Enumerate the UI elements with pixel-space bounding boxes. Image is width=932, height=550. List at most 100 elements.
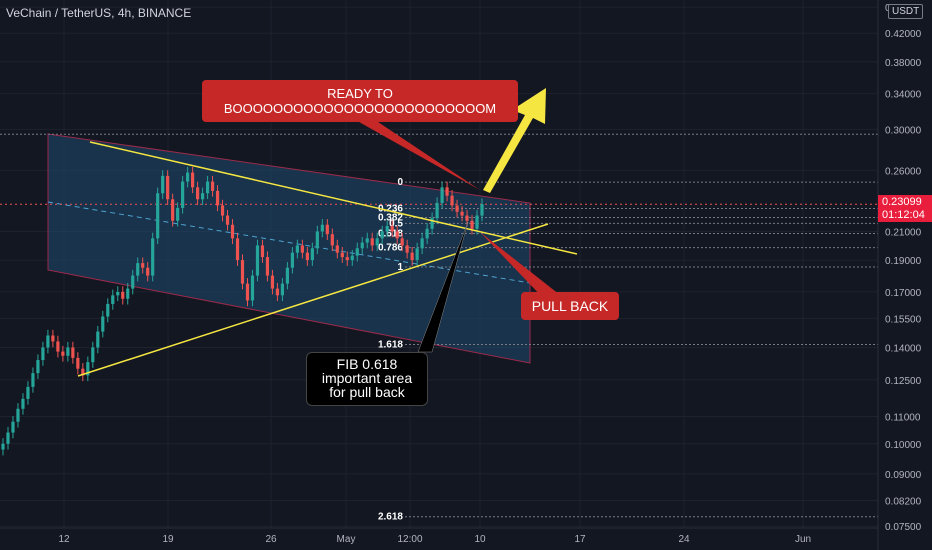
candle-body-11 — [56, 341, 60, 352]
candle-body-66 — [330, 234, 334, 246]
candle-body-12 — [61, 351, 65, 356]
candle-body-83 — [415, 248, 419, 261]
x-tick-label-4: 12:00 — [397, 534, 422, 545]
y-tick-label-9: 0.15500 — [885, 314, 922, 325]
ascending-trend-line — [77, 223, 549, 377]
candle-body-40 — [200, 193, 205, 200]
up-arrow — [483, 88, 546, 193]
candle-body-54 — [270, 275, 275, 289]
candle-body-39 — [195, 187, 200, 200]
candle-body-95 — [475, 215, 479, 229]
ready-line2: BOOOOOOOOOOOOOOOOOOOOOOOOOM — [223, 101, 497, 116]
candle-body-55 — [275, 288, 280, 296]
candle-body-82 — [410, 252, 414, 261]
candle-body-37 — [186, 172, 190, 182]
candle-body-74 — [370, 238, 374, 246]
candle-body-20 — [101, 316, 105, 332]
candle-body-0 — [1, 443, 5, 450]
candle-body-28 — [141, 263, 145, 268]
candle-body-69 — [345, 257, 349, 261]
fib-label-2: 0.382 — [378, 213, 403, 224]
candle-body-90 — [450, 195, 454, 206]
candle-body-25 — [126, 288, 130, 299]
ready-line1: READY TO — [327, 86, 393, 101]
candle-body-92 — [460, 211, 464, 216]
candle-body-80 — [400, 238, 404, 246]
trend-lines — [77, 141, 578, 377]
candle-body-4 — [21, 398, 25, 409]
annotation-arrows — [352, 88, 560, 353]
candle-body-63 — [315, 231, 319, 249]
candle-body-84 — [420, 238, 424, 249]
y-tick-label-5: 0.26000 — [885, 166, 922, 177]
descending-trend-line — [89, 141, 578, 255]
candle-body-48 — [240, 260, 245, 284]
y-tick-label-15: 0.08200 — [885, 497, 922, 508]
candle-body-14 — [71, 347, 75, 358]
y-tick-label-14: 0.09000 — [885, 470, 922, 481]
candle-body-59 — [295, 245, 299, 253]
candle-body-46 — [230, 224, 235, 239]
fib-label-6: 1 — [397, 262, 403, 273]
candle-body-87 — [435, 202, 439, 219]
candle-body-3 — [16, 408, 20, 422]
time-axis[interactable]: 12 19 26 May 12:00 10 17 24 Jun — [0, 527, 878, 545]
candle-body-16 — [81, 368, 85, 376]
current-price-tag: 0.23099 — [878, 195, 932, 209]
candle-body-43 — [215, 190, 220, 206]
x-tick-label-0: 12 — [58, 534, 70, 545]
candle-body-47 — [235, 238, 240, 261]
candle-body-89 — [445, 187, 449, 196]
candle-body-58 — [290, 252, 294, 268]
candle-body-22 — [111, 295, 115, 304]
candle-body-8 — [41, 347, 45, 361]
y-tick-label-4: 0.30000 — [885, 125, 922, 136]
candle-body-79 — [395, 231, 399, 239]
candle-body-36 — [181, 181, 185, 208]
candle-body-9 — [46, 335, 50, 348]
candle-body-56 — [280, 283, 285, 296]
fib-line2: important area — [321, 370, 413, 386]
candle-body-76 — [380, 231, 384, 239]
candle-body-96 — [480, 204, 484, 216]
candle-body-68 — [340, 252, 344, 258]
candle-body-49 — [245, 283, 250, 301]
candle-body-77 — [385, 226, 389, 232]
ready-callout: READY TO BOOOOOOOOOOOOOOOOOOOOOOOOOM — [202, 80, 518, 122]
y-tick-label-2: 0.38000 — [885, 58, 922, 69]
y-tick-label-10: 0.14000 — [885, 343, 922, 354]
pull-back-callout: PULL BACK — [521, 292, 619, 320]
candle-body-50 — [250, 275, 255, 301]
candle-body-38 — [191, 172, 195, 188]
candle-body-44 — [220, 205, 225, 216]
candle-body-42 — [210, 181, 215, 191]
candle-body-91 — [455, 205, 459, 212]
candle-body-31 — [156, 193, 160, 239]
candle-body-24 — [121, 291, 125, 299]
candle-body-13 — [66, 347, 70, 356]
ready-pointer — [352, 118, 480, 190]
candle-body-33 — [166, 175, 170, 200]
candle-body-41 — [205, 181, 210, 194]
candle-body-64 — [320, 224, 324, 232]
y-tick-label-11: 0.12500 — [885, 376, 922, 387]
x-tick-label-6: 17 — [574, 534, 586, 545]
candle-body-7 — [36, 360, 40, 374]
candle-body-23 — [116, 291, 120, 296]
candle-body-21 — [106, 303, 110, 317]
currency-badge[interactable]: USDT — [888, 4, 924, 19]
y-tick-label-8: 0.17000 — [885, 288, 922, 299]
candle-body-61 — [305, 252, 309, 261]
fib-label-8: 2.618 — [378, 512, 403, 523]
candle-body-5 — [26, 386, 30, 399]
candle-body-26 — [131, 275, 135, 289]
fib-label-7: 1.618 — [378, 339, 403, 350]
candle-body-35 — [176, 207, 180, 221]
countdown-tag: 01:12:04 — [878, 208, 932, 222]
x-tick-label-2: 26 — [265, 534, 277, 545]
candle-body-62 — [310, 248, 314, 261]
candle-body-71 — [355, 248, 359, 256]
candle-body-30 — [151, 238, 155, 276]
candle-body-73 — [365, 238, 369, 243]
candle-body-53 — [265, 257, 270, 276]
